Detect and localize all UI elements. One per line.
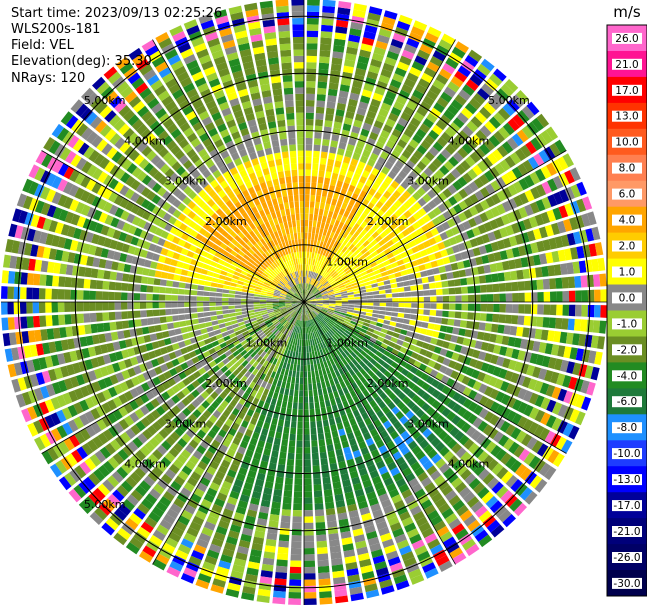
ring-label: 2.00km [367, 215, 409, 228]
ring-label: 3.00km [165, 175, 207, 188]
ring-label: 2.00km [205, 215, 247, 228]
colorbar-tick-label: -4.0 [617, 370, 638, 382]
colorbar-tick-label: 10.0 [615, 137, 638, 149]
ring-labels: 2.00km 3.00km 4.00km 5.00km 1.00km 2.00km 3.00… [84, 94, 530, 511]
ring-label: 4.00km [124, 458, 166, 471]
colorbar-tick-label: 26.0 [615, 33, 638, 45]
colorbar-tick-label: -6.0 [617, 396, 638, 408]
start-time-label: Start time: 2023/09/13 02:25:26 [11, 6, 223, 21]
colorbar-tick-label: -1.0 [617, 318, 638, 330]
colorbar-tick-label: -26.0 [613, 552, 640, 564]
colorbar-tick-label: -30.0 [613, 578, 640, 590]
ring-label: 1.00km [326, 336, 368, 349]
ring-label: 3.00km [165, 417, 207, 430]
ring-label: 4.00km [448, 134, 490, 147]
nrays-label: NRays: 120 [11, 71, 86, 86]
colorbar-tick-label: 2.0 [619, 241, 636, 253]
ring-label: 4.00km [448, 458, 490, 471]
colorbar-tick-label: -2.0 [617, 344, 638, 356]
colorbar-tick-label: -10.0 [613, 448, 640, 460]
ring-label: 3.00km [407, 417, 449, 430]
ring-label: 1.00km [326, 256, 368, 269]
colorbar-title: m/s [613, 3, 641, 21]
ring-label: 1.00km [246, 336, 288, 349]
colorbar-tick-label: 8.0 [619, 163, 636, 175]
colorbar-tick-label: 0.0 [619, 292, 636, 304]
colorbar-tick-label: 4.0 [619, 215, 636, 227]
ring-label: 5.00km [84, 94, 126, 107]
ring-label: 5.00km [84, 498, 126, 511]
ring-label: 2.00km [205, 377, 247, 390]
elevation-label: Elevation(deg): 35.30 [11, 54, 152, 69]
colorbar-tick-label: 17.0 [615, 85, 638, 97]
ring-label: 4.00km [124, 134, 166, 147]
colorbar-tick-label: 6.0 [619, 189, 636, 201]
ring-label: 5.00km [488, 94, 530, 107]
colorbar-tick-label: -13.0 [613, 474, 640, 486]
ring-label: 3.00km [407, 175, 449, 188]
colorbar-tick-label: 13.0 [615, 111, 638, 123]
azimuth-spokes [1, 0, 607, 605]
field-label: Field: VEL [11, 38, 74, 53]
colorbar-tick-label: -17.0 [613, 500, 640, 512]
colorbar-tick-label: -8.0 [617, 422, 638, 434]
colorbar-tick-label: 21.0 [615, 59, 638, 71]
instrument-label: WLS200s-181 [11, 22, 101, 37]
colorbar-tick-label: 1.0 [619, 267, 636, 279]
ring-label: 2.00km [367, 377, 409, 390]
colorbar-tick-label: -21.0 [613, 526, 640, 538]
